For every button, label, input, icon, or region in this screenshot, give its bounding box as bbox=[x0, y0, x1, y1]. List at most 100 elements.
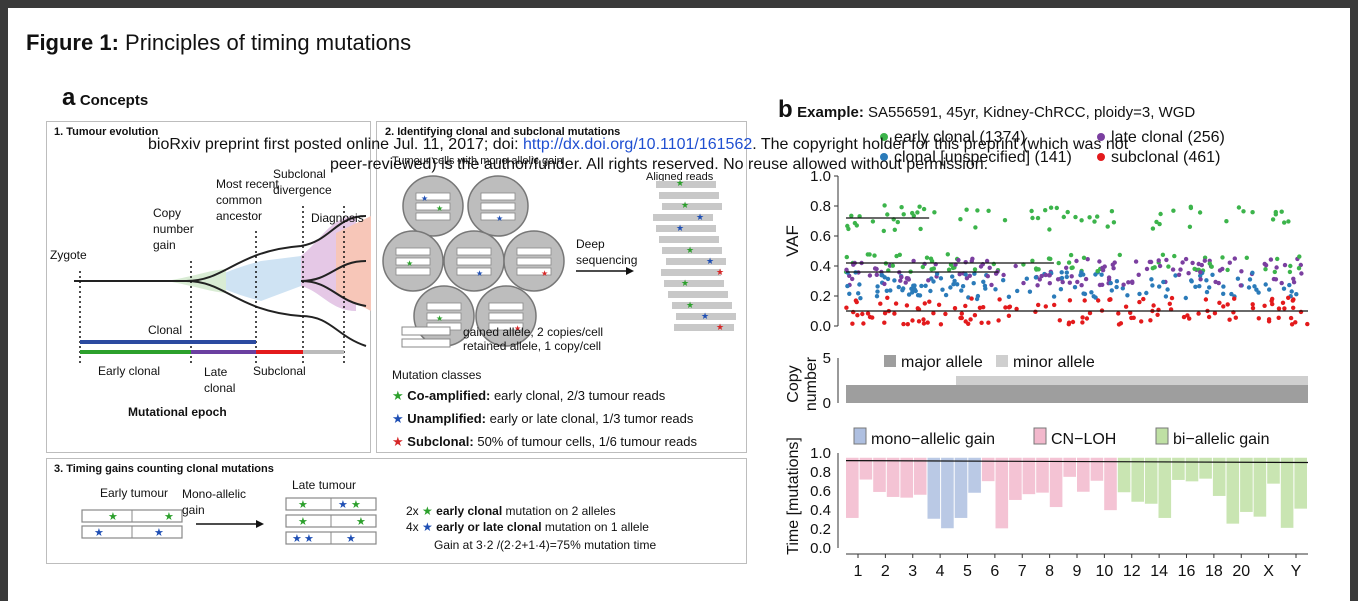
vaf-point bbox=[960, 284, 966, 289]
panel-b-letter: b bbox=[778, 96, 793, 123]
vaf-point bbox=[1126, 280, 1131, 285]
vaf-point bbox=[1178, 267, 1183, 272]
panel-b-charts: early clonal (1374) late clonal (256) clon… bbox=[783, 129, 1310, 580]
vaf-point bbox=[878, 301, 883, 306]
vaf-point bbox=[1059, 270, 1064, 275]
line2: 4x ★ early or late clonal mutation on 1 … bbox=[406, 520, 649, 534]
vaf-point bbox=[1250, 270, 1255, 275]
vaf-point bbox=[1196, 311, 1201, 316]
vaf-point bbox=[850, 276, 855, 282]
vaf-point bbox=[952, 278, 957, 284]
vaf-point bbox=[934, 271, 940, 276]
vaf-point bbox=[1152, 265, 1157, 270]
vaf-point bbox=[1001, 278, 1006, 283]
time-bar bbox=[1063, 457, 1076, 477]
chrom-label: X bbox=[1263, 563, 1274, 580]
cn-chart: 0 5 major allele minor allele Copy number bbox=[785, 350, 1308, 412]
vaf-point bbox=[1263, 267, 1268, 272]
vaf-point bbox=[1227, 260, 1232, 265]
time-legend-swatch bbox=[1033, 427, 1047, 445]
svg-text:★: ★ bbox=[686, 245, 694, 255]
vaf-point bbox=[909, 286, 914, 291]
vaf-point bbox=[1163, 294, 1169, 299]
vaf-point bbox=[986, 208, 991, 213]
vaf-point bbox=[1156, 258, 1161, 263]
vaf-point bbox=[993, 287, 998, 292]
vaf-point bbox=[1003, 305, 1008, 310]
chrom-label: 16 bbox=[1178, 563, 1196, 580]
vaf-point bbox=[1220, 255, 1225, 260]
time-bar bbox=[1117, 457, 1131, 493]
vaf-point bbox=[1139, 319, 1144, 324]
vaf-point bbox=[1273, 277, 1279, 282]
vaf-point bbox=[1227, 317, 1232, 322]
time-bar bbox=[859, 457, 873, 480]
vaf-point bbox=[1252, 284, 1257, 289]
time-bar bbox=[846, 457, 859, 518]
vaf-point bbox=[1064, 265, 1069, 270]
vaf-point bbox=[972, 313, 978, 318]
svg-text:★: ★ bbox=[696, 212, 704, 222]
time-tick-label: 0.6 bbox=[810, 483, 831, 500]
vaf-point bbox=[1150, 226, 1156, 231]
figure-title-text: Principles of timing mutations bbox=[125, 30, 412, 55]
svg-text:★: ★ bbox=[681, 278, 689, 288]
vaf-point bbox=[1154, 219, 1159, 225]
vaf-point bbox=[989, 282, 994, 288]
vaf-point bbox=[1288, 263, 1293, 269]
doi-link[interactable]: http://dx.doi.org/10.1101/161562 bbox=[523, 136, 753, 153]
vaf-point bbox=[1256, 290, 1261, 295]
vaf-point bbox=[1299, 271, 1304, 276]
time-legend-label: CN−LOH bbox=[1051, 431, 1116, 448]
vaf-point bbox=[1165, 287, 1170, 292]
vaf-point bbox=[1036, 302, 1041, 308]
vaf-point bbox=[847, 291, 852, 296]
vaf-point bbox=[1109, 288, 1114, 293]
time-bar bbox=[1158, 457, 1172, 518]
class-subclonal: ★ Subclonal: 50% of tumour cells, 1/6 tu… bbox=[392, 434, 697, 450]
vaf-point bbox=[1229, 291, 1234, 297]
vaf-point bbox=[1080, 320, 1085, 325]
vaf-point bbox=[996, 318, 1001, 323]
vaf-point bbox=[1043, 208, 1048, 213]
svg-text:★: ★ bbox=[541, 269, 548, 278]
time-bar bbox=[886, 457, 900, 497]
vaf-point bbox=[1047, 281, 1052, 286]
vaf-point bbox=[1158, 211, 1163, 217]
vaf-point bbox=[1072, 285, 1078, 290]
vaf-point bbox=[1054, 205, 1059, 211]
time-bar bbox=[1199, 457, 1212, 479]
vaf-point bbox=[1170, 267, 1176, 272]
svg-text:★: ★ bbox=[94, 527, 104, 539]
vaf-point bbox=[1250, 305, 1256, 311]
vaf-point bbox=[1256, 316, 1261, 321]
vaf-point bbox=[1067, 298, 1073, 303]
vaf-point bbox=[911, 258, 916, 264]
vaf-point bbox=[1183, 256, 1189, 262]
vaf-point bbox=[969, 258, 974, 264]
vaf-point bbox=[959, 288, 964, 293]
cn-tick-label: 0 bbox=[823, 395, 831, 412]
vaf-point bbox=[925, 320, 930, 325]
vaf-point bbox=[1060, 279, 1065, 285]
legend-label: subclonal (461) bbox=[1111, 149, 1220, 166]
time-bar bbox=[1294, 457, 1307, 509]
vaf-point bbox=[950, 274, 955, 279]
time-bar bbox=[1090, 457, 1104, 481]
time-bar bbox=[954, 457, 968, 518]
time-bar bbox=[913, 457, 927, 495]
vaf-point bbox=[1167, 301, 1172, 306]
time-bar bbox=[1280, 457, 1294, 528]
watermark-line2: peer-reviewed) is the author/funder. All… bbox=[330, 156, 989, 173]
time-bar bbox=[981, 457, 995, 482]
zygote-label: Zygote bbox=[50, 248, 87, 262]
vaf-point bbox=[870, 219, 876, 224]
class-bold: Unamplified: bbox=[407, 411, 487, 426]
epoch-label: Mutational epoch bbox=[128, 405, 227, 419]
vaf-point bbox=[1290, 298, 1295, 303]
line2-bold: early or late clonal bbox=[436, 520, 542, 534]
time-bar bbox=[1226, 457, 1240, 524]
vaf-point bbox=[1203, 297, 1209, 302]
vaf-point bbox=[1232, 296, 1237, 301]
time-bar bbox=[1212, 457, 1226, 496]
